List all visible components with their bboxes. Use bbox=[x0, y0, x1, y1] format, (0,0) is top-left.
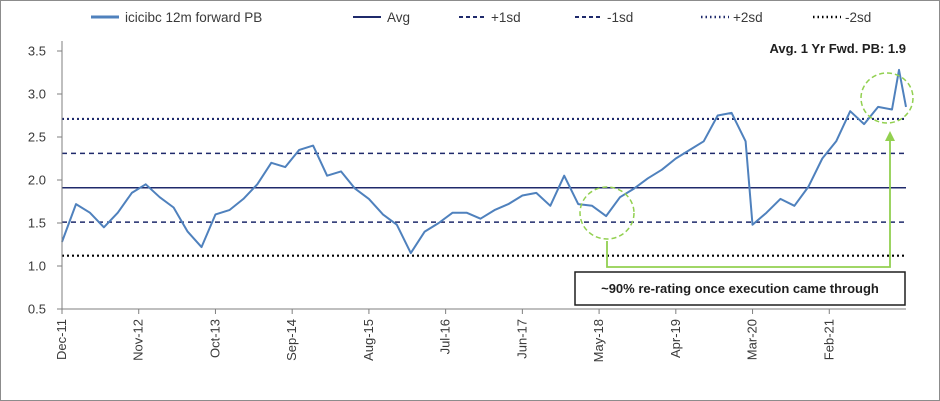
series-line bbox=[61, 68, 907, 255]
axes bbox=[61, 41, 906, 310]
avg-pb-note: Avg. 1 Yr Fwd. PB: 1.9 bbox=[769, 41, 906, 56]
y-tick-label: 1.0 bbox=[28, 259, 46, 274]
x-tick-label: Sep-14 bbox=[284, 319, 299, 361]
highlight-circle-may18 bbox=[579, 186, 635, 240]
x-tick-label: Feb-21 bbox=[821, 319, 836, 360]
callout-text: ~90% re-rating once execution came throu… bbox=[601, 281, 879, 296]
x-axis-ticks: Dec-11 Nov-12 Oct-13 Sep-14 Aug-15 Jul-16 Jun-… bbox=[54, 309, 836, 362]
x-tick-label: Mar-20 bbox=[745, 319, 760, 360]
y-tick-label: 2.5 bbox=[28, 130, 46, 145]
y-tick-label: 0.5 bbox=[28, 302, 46, 317]
y-tick-label: 3.0 bbox=[28, 87, 46, 102]
legend-label-plus2sd: +2sd bbox=[733, 10, 763, 25]
x-tick-label: Nov-12 bbox=[131, 319, 146, 361]
x-tick-label: May-18 bbox=[591, 319, 606, 362]
legend-label-avg: Avg bbox=[387, 10, 410, 25]
legend-label-minus2sd: -2sd bbox=[845, 10, 871, 25]
legend-label-minus1sd: -1sd bbox=[607, 10, 633, 25]
x-tick-label: Jul-16 bbox=[438, 319, 453, 354]
legend: icicibc 12m forward PB Avg +1sd -1sd +2s… bbox=[91, 10, 871, 25]
rerating-arrowhead bbox=[885, 131, 895, 141]
annotations: ~90% re-rating once execution came throu… bbox=[574, 72, 914, 306]
x-tick-label: Dec-11 bbox=[54, 319, 69, 360]
legend-label-series: icicibc 12m forward PB bbox=[125, 10, 262, 25]
band-lines bbox=[62, 117, 906, 257]
x-tick-label: Aug-15 bbox=[361, 319, 376, 361]
legend-label-plus1sd: +1sd bbox=[491, 10, 521, 25]
y-axis-ticks: 0.5 1.0 1.5 2.0 2.5 3.0 3.5 bbox=[28, 44, 62, 317]
x-tick-label: Apr-19 bbox=[668, 319, 683, 358]
highlight-circle-latest bbox=[860, 72, 914, 124]
y-tick-label: 3.5 bbox=[28, 44, 46, 59]
x-tick-label: Jun-17 bbox=[514, 319, 529, 359]
y-tick-label: 2.0 bbox=[28, 173, 46, 188]
series-lines bbox=[61, 68, 907, 255]
x-tick-label: Oct-13 bbox=[207, 319, 222, 358]
rerating-connector bbox=[606, 139, 891, 268]
callout-box bbox=[574, 271, 906, 306]
y-tick-label: 1.5 bbox=[28, 216, 46, 231]
